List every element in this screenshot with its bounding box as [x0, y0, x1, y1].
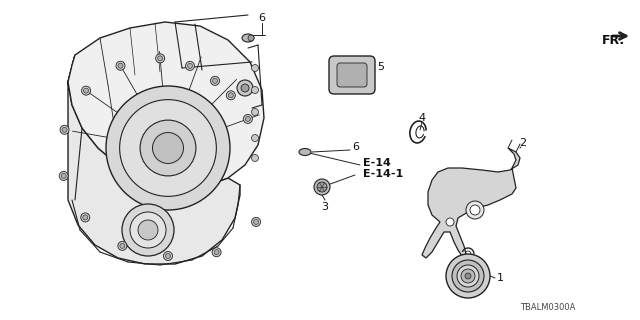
Circle shape — [120, 100, 216, 196]
Circle shape — [317, 182, 327, 192]
Circle shape — [457, 265, 479, 287]
Text: 4: 4 — [419, 113, 426, 123]
Text: 6: 6 — [352, 142, 359, 152]
Circle shape — [252, 134, 259, 141]
Text: 3: 3 — [321, 202, 328, 212]
Circle shape — [314, 179, 330, 195]
Circle shape — [60, 125, 69, 134]
Circle shape — [227, 91, 236, 100]
Text: 1: 1 — [497, 273, 504, 283]
Circle shape — [157, 56, 163, 61]
Text: E-14-1: E-14-1 — [363, 169, 403, 179]
Circle shape — [470, 205, 480, 215]
Circle shape — [81, 86, 91, 95]
Circle shape — [186, 61, 195, 70]
Circle shape — [120, 244, 125, 248]
Circle shape — [118, 63, 123, 68]
Text: E-14: E-14 — [363, 158, 391, 168]
Polygon shape — [68, 22, 264, 187]
Circle shape — [252, 108, 259, 116]
Circle shape — [106, 86, 230, 210]
FancyBboxPatch shape — [337, 63, 367, 87]
Circle shape — [59, 172, 68, 180]
Circle shape — [152, 132, 184, 164]
Circle shape — [214, 250, 219, 255]
Ellipse shape — [242, 34, 254, 42]
Circle shape — [188, 63, 193, 68]
Circle shape — [130, 212, 166, 248]
Circle shape — [156, 54, 164, 63]
Circle shape — [252, 65, 259, 71]
Circle shape — [446, 218, 454, 226]
Circle shape — [252, 86, 259, 93]
Circle shape — [84, 88, 88, 93]
Circle shape — [243, 115, 252, 124]
Circle shape — [252, 155, 259, 162]
Text: TBALM0300A: TBALM0300A — [520, 303, 575, 312]
Circle shape — [122, 204, 174, 256]
Ellipse shape — [299, 148, 311, 156]
Polygon shape — [422, 148, 520, 258]
Circle shape — [252, 217, 260, 227]
Circle shape — [253, 220, 259, 224]
Circle shape — [138, 220, 158, 240]
Circle shape — [83, 215, 88, 220]
Circle shape — [61, 173, 66, 179]
Circle shape — [140, 120, 196, 176]
Circle shape — [81, 213, 90, 222]
Circle shape — [212, 78, 218, 83]
Polygon shape — [68, 55, 240, 264]
Text: 2: 2 — [520, 138, 527, 148]
Circle shape — [62, 127, 67, 132]
Circle shape — [248, 35, 254, 41]
Text: 5: 5 — [377, 62, 384, 72]
Circle shape — [116, 61, 125, 70]
Circle shape — [228, 93, 234, 98]
Circle shape — [465, 273, 471, 279]
Circle shape — [212, 248, 221, 257]
FancyBboxPatch shape — [329, 56, 375, 94]
Circle shape — [461, 269, 475, 283]
Circle shape — [245, 116, 250, 121]
Circle shape — [466, 201, 484, 219]
Circle shape — [163, 252, 173, 260]
Text: FR.: FR. — [602, 34, 625, 46]
Circle shape — [166, 253, 170, 259]
Text: 6: 6 — [259, 13, 266, 23]
Circle shape — [241, 84, 249, 92]
Circle shape — [118, 241, 127, 250]
Circle shape — [446, 254, 490, 298]
Circle shape — [237, 80, 253, 96]
Circle shape — [452, 260, 484, 292]
Circle shape — [211, 76, 220, 85]
